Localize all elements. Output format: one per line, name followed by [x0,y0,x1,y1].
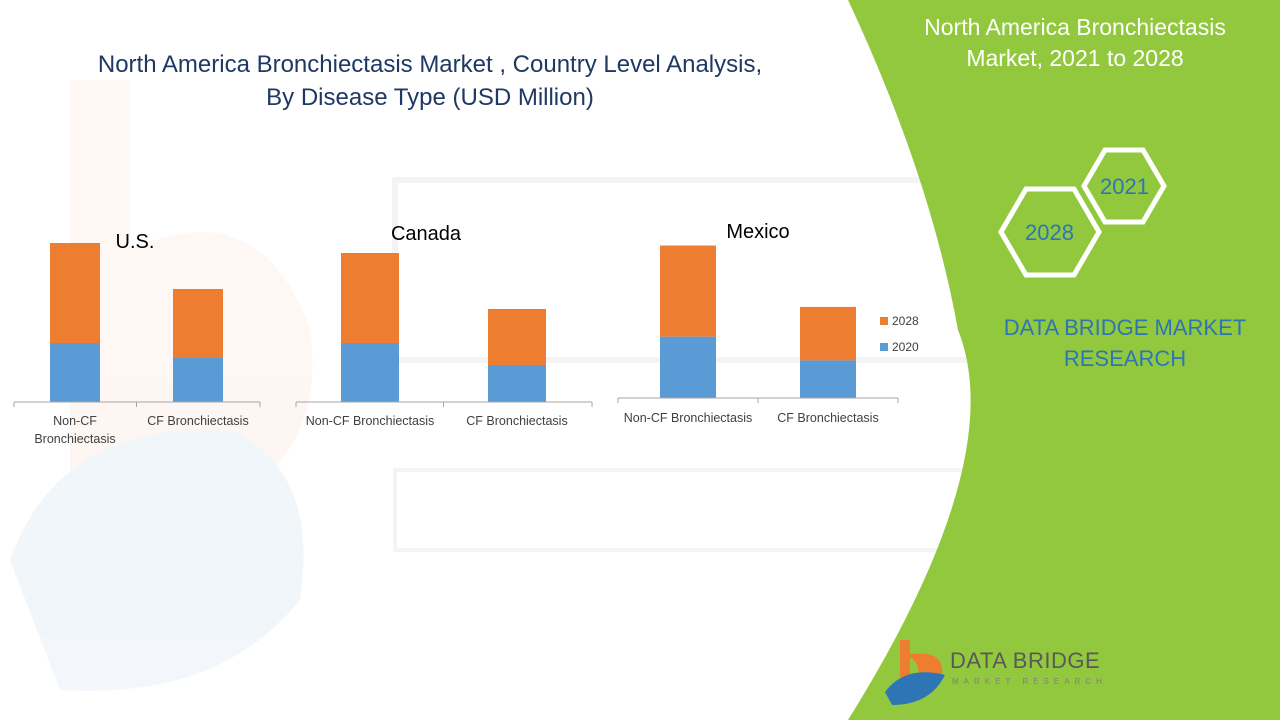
bar-mexico-2020-2 [800,360,856,398]
green-side-panel [848,0,1280,720]
hex-2021-icon [1081,147,1167,225]
bar-mexico-2028-2 [800,306,856,361]
logo-subtext: MARKET RESEARCH [952,677,1107,686]
page-title: North America Bronchiectasis Market , Co… [40,48,820,114]
side-panel-title: North America Bronchiectasis Market, 202… [870,12,1280,74]
category-label-canada-1-line1: Non-CF Bronchiectasis [306,414,435,428]
data-bridge-logo-icon [885,640,945,705]
bar-canada-2020-1 [341,343,399,402]
category-label-mexico-2-line1: CF Bronchiectasis [777,411,878,425]
bar-u-s-2020-1 [50,343,100,402]
hex-2021-label: 2021 [1100,174,1149,199]
bar-u-s-2028-2 [173,289,223,358]
legend-swatch-2028 [880,317,888,325]
brand-name-line1: DATA BRIDGE MARKET [1003,315,1247,340]
bar-canada-2020-2 [488,365,546,402]
hex-2028-icon [998,186,1102,278]
brand-name: DATA BRIDGE MARKET RESEARCH [975,312,1275,374]
chart-title-mexico: Mexico [726,221,789,243]
bar-mexico-2028-1 [660,245,716,337]
side-panel-title-line2: Market, 2021 to 2028 [966,45,1184,71]
brand-name-line2: RESEARCH [1063,346,1187,371]
hex-2028-label: 2028 [1025,220,1074,245]
watermark-logo-swoosh [10,429,304,691]
category-label-u-s-2-line1: CF Bronchiectasis [147,414,248,428]
bar-u-s-2020-2 [173,358,223,402]
chart-title-canada: Canada [391,223,462,245]
logo-wordmark: DATA BRIDGE [950,648,1101,673]
category-label-u-s-1-line1: Non-CF [53,414,97,428]
legend-label-2020: 2020 [892,340,919,354]
legend-swatch-2020 [880,343,888,351]
bar-u-s-2028-1 [50,243,100,343]
bar-mexico-2020-1 [660,336,716,398]
page-title-line1: North America Bronchiectasis Market , Co… [97,51,763,78]
chart-title-u-s: U.S. [116,231,155,253]
legend-label-2028: 2028 [892,314,919,328]
category-label-u-s-1-line2: Bronchiectasis [34,432,115,446]
side-panel-title-line1: North America Bronchiectasis [924,14,1226,40]
bar-canada-2028-1 [341,253,399,343]
bar-canada-2028-2 [488,309,546,365]
category-label-canada-2-line1: CF Bronchiectasis [466,414,567,428]
page-title-line2: By Disease Type (USD Million) [266,84,594,111]
category-label-mexico-1-line1: Non-CF Bronchiectasis [624,411,753,425]
